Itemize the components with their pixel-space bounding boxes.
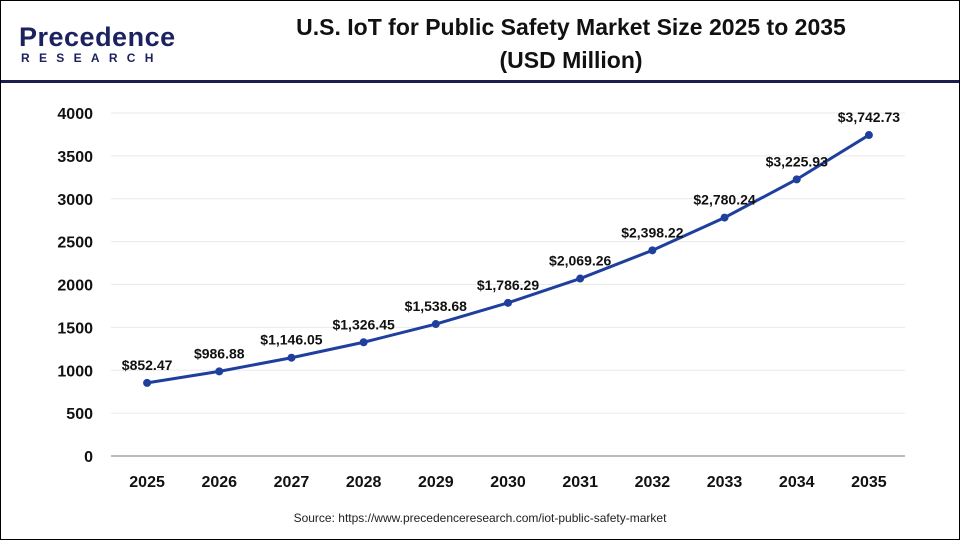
x-tick-label: 2035: [851, 474, 887, 491]
data-label: $1,146.05: [260, 332, 322, 348]
data-point: [359, 338, 368, 347]
x-tick-label: 2034: [779, 474, 815, 491]
title-line-2: (USD Million): [499, 47, 643, 73]
y-tick-label: 0: [84, 449, 93, 466]
x-tick-label: 2033: [707, 474, 743, 491]
data-label: $3,742.73: [838, 109, 900, 125]
series-line: [146, 133, 870, 385]
y-tick-label: 2000: [57, 278, 93, 295]
source-text: Source: https://www.precedenceresearch.c…: [293, 511, 667, 525]
x-tick-label: 2026: [201, 474, 237, 491]
x-tick-label: 2032: [635, 474, 671, 491]
data-point: [215, 367, 224, 376]
y-tick-label: 3000: [57, 192, 93, 209]
y-tick-label: 3500: [57, 149, 93, 166]
data-point: [143, 378, 152, 387]
data-label: $3,225.93: [766, 153, 828, 169]
data-label: $2,398.22: [621, 224, 683, 240]
x-tick-label: 2028: [346, 474, 382, 491]
logo-subtext: RESEARCH: [21, 51, 163, 65]
y-tick-label: 500: [66, 406, 93, 423]
data-point: [648, 246, 657, 255]
data-point: [431, 320, 440, 329]
data-label: $1,326.45: [332, 316, 394, 332]
x-tick-label: 2025: [129, 474, 165, 491]
y-tick-label: 1000: [57, 363, 93, 380]
y-tick-label: 4000: [57, 106, 93, 123]
data-label: $852.47: [122, 357, 173, 373]
data-point: [792, 175, 801, 184]
data-label: $2,780.24: [693, 192, 755, 208]
y-tick-label: 1500: [57, 320, 93, 337]
y-tick-label: 2500: [57, 235, 93, 252]
data-point: [504, 298, 512, 307]
x-tick-label: 2027: [274, 474, 310, 491]
x-tick-label: 2031: [562, 474, 598, 491]
data-label: $2,069.26: [549, 253, 611, 269]
logo-text: Precedence: [19, 22, 176, 52]
data-point: [287, 353, 296, 362]
data-point: [576, 274, 585, 283]
x-tick-label: 2030: [490, 474, 526, 491]
header-divider: [1, 80, 959, 83]
title-line-1: U.S. IoT for Public Safety Market Size 2…: [296, 14, 846, 40]
x-tick-label: 2029: [418, 474, 454, 491]
logo: Precedence RESEARCH: [19, 23, 176, 65]
data-label: $986.88: [194, 345, 245, 361]
chart-title: U.S. IoT for Public Safety Market Size 2…: [251, 11, 891, 77]
data-point: [720, 213, 729, 222]
data-label: $1,786.29: [477, 277, 539, 293]
data-label: $1,538.68: [405, 298, 467, 314]
data-point: [864, 131, 873, 140]
